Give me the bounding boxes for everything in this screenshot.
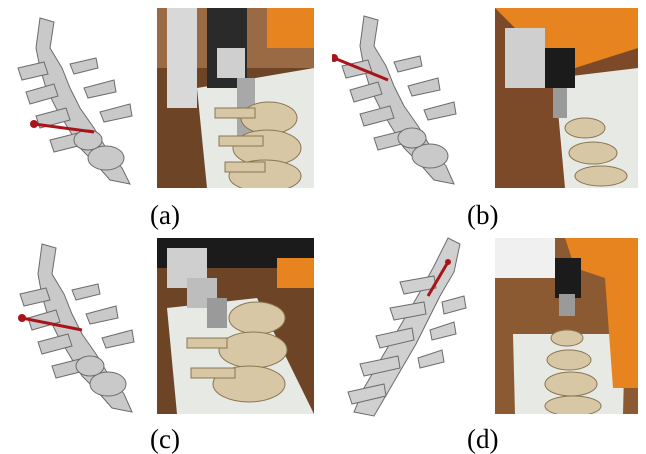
panel-a-caption: (a) xyxy=(150,200,180,230)
panel-c-photo xyxy=(157,238,314,414)
panel-d-caption: (d) xyxy=(467,424,499,454)
panel-d-photo xyxy=(495,238,638,414)
panel-b-spine-model xyxy=(330,8,472,188)
panel-a-spine-model xyxy=(10,8,146,188)
panel-b-photo xyxy=(495,8,638,188)
trajectory-line xyxy=(33,122,95,134)
panel-c-caption: (c) xyxy=(150,424,180,454)
panel-d-spine-model xyxy=(330,232,472,422)
panel-b-caption: (b) xyxy=(467,200,499,230)
panel-a-photo xyxy=(157,8,314,188)
panel-c-spine-model xyxy=(10,238,150,418)
